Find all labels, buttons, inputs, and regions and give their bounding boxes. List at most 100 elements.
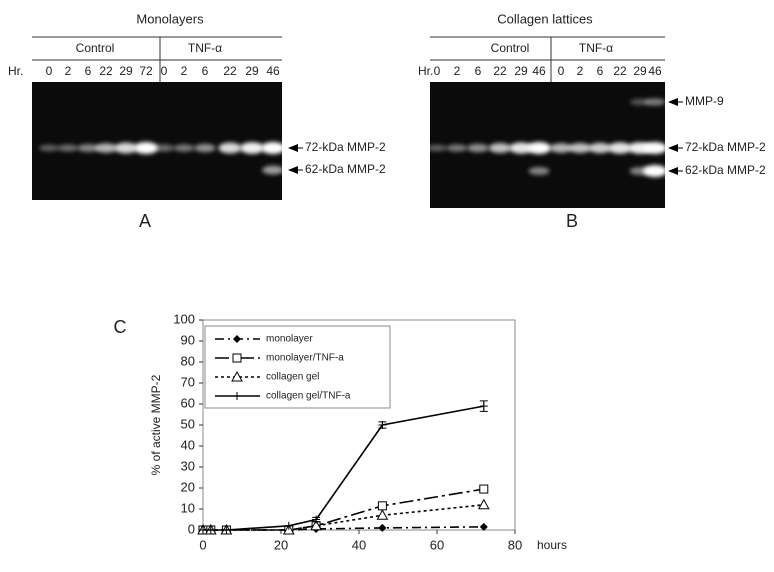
legend-label: monolayer/TNF-a (266, 353, 344, 364)
group-label: TNF-α (579, 41, 613, 55)
band-label: 62-kDa MMP-2 (305, 162, 386, 176)
lane-label: 2 (65, 64, 72, 78)
gel-band (549, 143, 573, 153)
gel-band (261, 142, 285, 154)
lane-label: 6 (597, 64, 604, 78)
gel-band (527, 142, 551, 154)
lane-label: 22 (493, 64, 507, 78)
arrow-head (288, 144, 298, 152)
x-tick-label: 60 (430, 537, 444, 552)
gel-band (77, 144, 99, 152)
x-tick-label: 80 (508, 537, 522, 552)
gel-band (194, 143, 216, 153)
marker (312, 515, 321, 524)
arrow-head (668, 167, 678, 175)
lane-label: 2 (454, 64, 461, 78)
panel-label: B (566, 211, 578, 231)
marker (284, 521, 293, 530)
marker (199, 526, 207, 534)
lane-label: 0 (161, 64, 168, 78)
gel-band (509, 142, 533, 154)
band-label: 72-kDa MMP-2 (305, 140, 386, 154)
gel-band (173, 144, 195, 152)
gel-band (643, 142, 667, 154)
group-label: TNF-α (188, 41, 222, 55)
legend-marker (233, 392, 241, 400)
arrow-head (668, 98, 678, 106)
lane-label: 72 (139, 64, 153, 78)
legend-label: monolayer (266, 334, 313, 345)
lane-label: 22 (99, 64, 113, 78)
lane-label: 0 (558, 64, 565, 78)
lane-label: 2 (577, 64, 584, 78)
chart: C 0 10 20 30 40 50 60 70 80 90 100 0 20 40 60 80 hours % o… (114, 311, 568, 552)
panel-title: Monolayers (136, 11, 204, 26)
lane-label: 22 (613, 64, 627, 78)
gel-band (608, 142, 632, 154)
lane-label: 22 (223, 64, 237, 78)
lane-label: 29 (514, 64, 528, 78)
y-tick-label: 100 (173, 311, 195, 326)
marker (376, 509, 389, 520)
gel-band (134, 142, 158, 154)
marker (477, 498, 490, 510)
x-tick-label: 20 (274, 537, 288, 552)
marker (378, 523, 387, 532)
gel-band (643, 165, 667, 177)
lane-label: 0 (434, 64, 441, 78)
marker (377, 501, 387, 511)
lane-label: 6 (202, 64, 209, 78)
band-label: 62-kDa MMP-2 (685, 163, 766, 177)
hr-label: Hr. (418, 64, 433, 78)
y-tick-label: 50 (181, 416, 195, 431)
gel-band (153, 144, 175, 152)
panel-label: C (114, 317, 127, 337)
gel-band (426, 144, 448, 152)
gel-band (467, 143, 489, 153)
gel-band (94, 143, 118, 153)
x-tick-label: 40 (352, 537, 366, 552)
y-tick-label: 90 (181, 332, 195, 347)
marker (378, 421, 387, 429)
gel-band (488, 143, 512, 153)
y-tick-label: 30 (181, 458, 195, 473)
series-line (203, 504, 484, 531)
gel-band (588, 142, 612, 154)
marker (479, 522, 488, 531)
lane-label: 0 (46, 64, 53, 78)
marker (206, 526, 215, 534)
lane-label: 6 (475, 64, 482, 78)
marker (479, 402, 488, 411)
y-axis-label: % of active MMP-2 (149, 374, 163, 475)
y-tick-label: 0 (188, 521, 195, 536)
group-label: Control (76, 41, 115, 55)
y-tick-label: 80 (181, 353, 195, 368)
marker (479, 484, 489, 494)
lane-label: 29 (633, 64, 647, 78)
y-tick-label: 10 (181, 500, 195, 515)
panel-label: A (139, 211, 151, 231)
marker (310, 519, 322, 531)
lane-label: 46 (532, 64, 546, 78)
gel-image (32, 82, 282, 200)
gel-band (218, 142, 242, 154)
lane-label: 46 (266, 64, 280, 78)
arrow-head (288, 166, 298, 174)
panel-title: Collagen lattices (497, 11, 593, 26)
gel-band (528, 167, 550, 175)
marker (222, 526, 231, 534)
band-label: 72-kDa MMP-2 (685, 140, 766, 154)
y-tick-label: 60 (181, 395, 195, 410)
hr-label: Hr. (8, 64, 23, 78)
lane-label: 29 (245, 64, 259, 78)
legend-marker (232, 353, 242, 363)
arrow-head (668, 144, 678, 152)
y-tick-label: 20 (181, 479, 195, 494)
group-label: Control (491, 41, 530, 55)
lane-label: 46 (648, 64, 662, 78)
lane-label: 2 (181, 64, 188, 78)
gel-band (262, 165, 284, 175)
y-tick-label: 70 (181, 374, 195, 389)
